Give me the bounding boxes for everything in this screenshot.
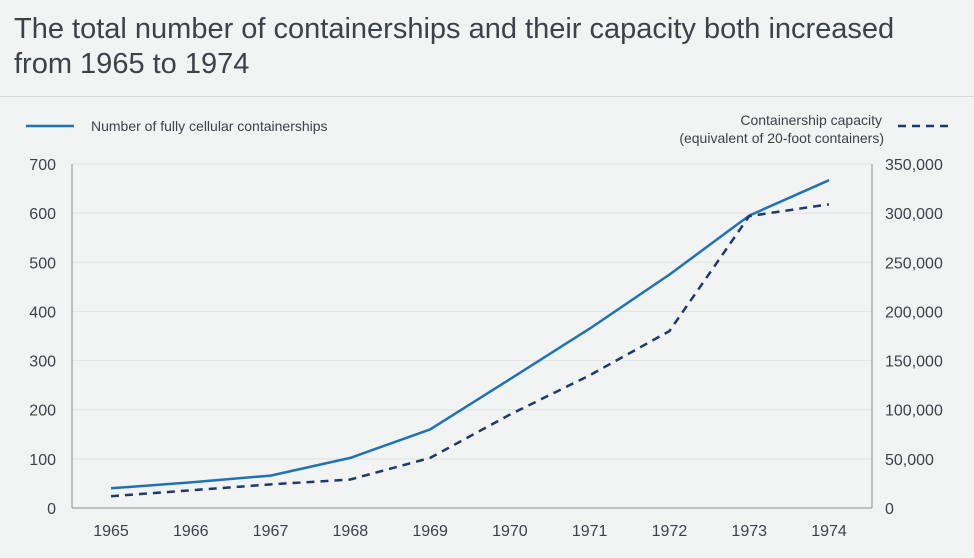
y-right-tick-label: 350,000 <box>885 157 943 174</box>
y-right-tick-label: 50,000 <box>885 452 934 469</box>
y-right-tick-label: 250,000 <box>885 255 943 272</box>
point-capacity-1974 <box>827 202 831 206</box>
point-containerships-1974 <box>827 178 831 182</box>
y-left-tick-label: 300 <box>29 354 56 371</box>
point-containerships-1966 <box>189 480 193 484</box>
y-left-tick-label: 200 <box>29 403 56 420</box>
x-tick-label: 1972 <box>652 523 688 540</box>
x-tick-label: 1965 <box>93 523 129 540</box>
x-tick-label: 1966 <box>173 523 209 540</box>
y-right-tick-label: 100,000 <box>885 403 943 420</box>
point-containerships-1965 <box>109 486 113 490</box>
y-left-tick-label: 600 <box>29 206 56 223</box>
y-right-tick-label: 300,000 <box>885 206 943 223</box>
x-tick-label: 1967 <box>253 523 289 540</box>
point-capacity-1973 <box>747 214 751 218</box>
point-containerships-1970 <box>508 377 512 381</box>
point-containerships-1972 <box>667 273 671 277</box>
x-tick-label: 1971 <box>572 523 608 540</box>
point-capacity-1970 <box>508 413 512 417</box>
point-containerships-1968 <box>348 456 352 460</box>
x-tick-label: 1969 <box>412 523 448 540</box>
series-line-capacity <box>110 203 830 498</box>
point-capacity-1968 <box>348 477 352 481</box>
point-capacity-1971 <box>588 373 592 377</box>
point-containerships-1969 <box>428 427 432 431</box>
legend-label-containerships: Number of fully cellular containerships <box>91 118 328 134</box>
legend-label-capacity-line2: (equivalent of 20-foot containers) <box>679 130 884 146</box>
x-tick-label: 1974 <box>811 523 847 540</box>
point-containerships-1967 <box>269 474 273 478</box>
legend-label-capacity-line1: Containership capacity <box>740 112 882 128</box>
y-right-tick-label: 200,000 <box>885 304 943 321</box>
y-right-tick-label: 150,000 <box>885 354 943 371</box>
series-line-containerships <box>110 179 830 490</box>
legend: Number of fully cellular containerships … <box>26 112 948 146</box>
x-tick-label: 1973 <box>731 523 767 540</box>
title-divider <box>0 96 974 97</box>
y-left-tick-label: 0 <box>47 501 56 518</box>
chart-title: The total number of containerships and t… <box>14 13 895 80</box>
point-capacity-1972 <box>667 329 671 333</box>
point-capacity-1965 <box>109 494 113 498</box>
y-left-tick-label: 400 <box>29 304 56 321</box>
y-left-tick-label: 500 <box>29 255 56 272</box>
point-capacity-1969 <box>428 456 432 460</box>
x-tick-label: 1968 <box>333 523 369 540</box>
y-left-tick-label: 100 <box>29 452 56 469</box>
point-capacity-1966 <box>189 488 193 492</box>
y-left-tick-label: 700 <box>29 157 56 174</box>
y-right-tick-label: 0 <box>885 501 894 518</box>
point-capacity-1967 <box>269 482 273 486</box>
x-tick-label: 1970 <box>492 523 528 540</box>
point-containerships-1971 <box>588 327 592 331</box>
